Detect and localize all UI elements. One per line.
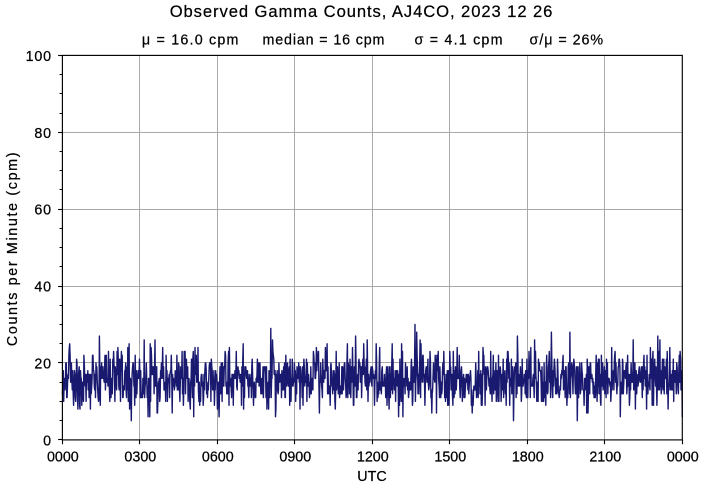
svg-text:0: 0 (43, 433, 52, 449)
svg-text:80: 80 (34, 126, 52, 142)
svg-text:60: 60 (34, 203, 52, 219)
svg-text:40: 40 (34, 280, 52, 296)
svg-text:1200: 1200 (357, 450, 389, 466)
svg-text:Counts per Minute (cpm): Counts per Minute (cpm) (5, 151, 21, 346)
svg-text:Observed Gamma Counts, AJ4CO,: Observed Gamma Counts, AJ4CO, 2023 12 26 (170, 2, 554, 21)
svg-text:0000: 0000 (667, 450, 699, 466)
svg-text:σ/μ = 26%: σ/μ = 26% (530, 32, 605, 48)
svg-text:1800: 1800 (512, 450, 544, 466)
svg-text:0600: 0600 (202, 450, 234, 466)
svg-text:UTC: UTC (357, 469, 386, 485)
svg-text:2100: 2100 (589, 450, 621, 466)
svg-text:0300: 0300 (124, 450, 156, 466)
svg-text:0900: 0900 (279, 450, 311, 466)
svg-text:σ = 4.1 cpm: σ = 4.1 cpm (415, 32, 504, 48)
svg-text:0000: 0000 (47, 450, 79, 466)
svg-text:median = 16 cpm: median = 16 cpm (262, 32, 385, 48)
svg-text:20: 20 (34, 357, 52, 373)
svg-text:μ = 16.0 cpm: μ = 16.0 cpm (142, 32, 240, 48)
svg-text:1500: 1500 (434, 450, 466, 466)
svg-text:100: 100 (26, 49, 52, 65)
